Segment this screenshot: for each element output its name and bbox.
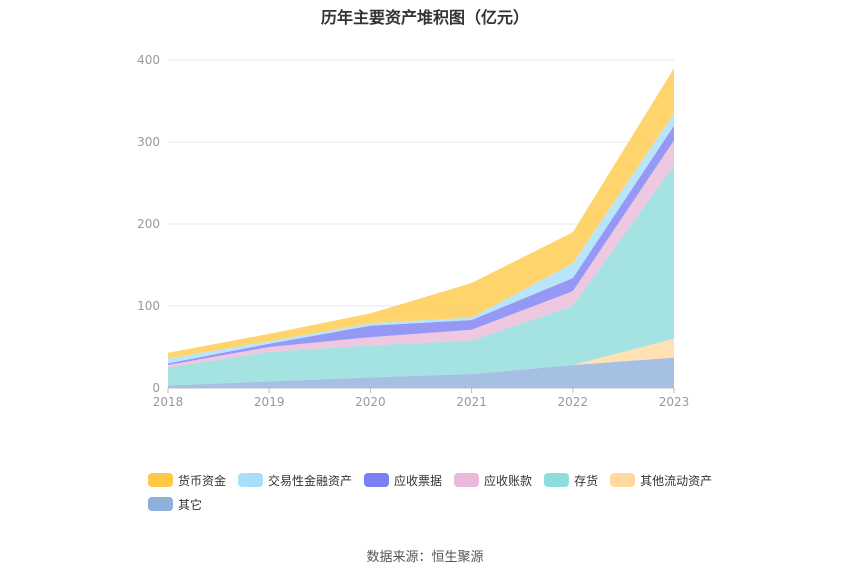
x-tick-label: 2021 (456, 395, 487, 409)
y-tick-label: 300 (137, 135, 160, 149)
legend-label: 其它 (178, 497, 203, 512)
chart-title: 历年主要资产堆积图（亿元） (320, 8, 529, 27)
legend-swatch (148, 497, 173, 511)
area-series (168, 164, 674, 386)
legend-item[interactable]: 货币资金 (148, 472, 226, 488)
legend: 货币资金 交易性金融资产 应收票据 应收账款 存货 其他流动资产其它 (148, 472, 748, 512)
data-source: 数据来源：恒生聚源 (366, 550, 484, 565)
stacked-area-chart: 0 100 200 300 400 2018 2019 2020 2021 2022 2023 (137, 53, 689, 409)
legend-label: 存货 (574, 473, 599, 488)
y-tick-label: 0 (152, 381, 160, 395)
legend-item[interactable]: 存货 (544, 472, 598, 488)
y-tick-label: 400 (137, 53, 160, 67)
x-tick-label: 2020 (355, 395, 386, 409)
x-tick-label: 2022 (558, 395, 589, 409)
legend-label: 交易性金融资产 (268, 473, 353, 488)
area-series (168, 140, 674, 368)
x-tick-label: 2019 (254, 395, 285, 409)
legend-item[interactable]: 其它 (148, 496, 202, 512)
y-tick-label: 100 (137, 299, 160, 313)
area-series (168, 68, 674, 359)
legend-swatch (364, 473, 390, 487)
legend-label: 货币资金 (178, 473, 227, 488)
legend-swatch (238, 473, 264, 487)
legend-swatch (610, 473, 636, 487)
x-tick-label: 2018 (153, 395, 184, 409)
legend-label: 应收票据 (394, 473, 443, 488)
legend-label: 应收账款 (484, 473, 533, 488)
legend-item[interactable]: 其他流动资产 (610, 472, 712, 488)
area-series (168, 357, 674, 388)
legend-swatch (454, 473, 480, 487)
series-areas (168, 68, 674, 388)
x-tick-label: 2023 (659, 395, 690, 409)
legend-swatch (544, 473, 570, 487)
legend-item[interactable]: 应收账款 (454, 472, 532, 488)
legend-swatch (148, 473, 173, 487)
legend-item[interactable]: 应收票据 (364, 472, 442, 488)
y-tick-label: 200 (137, 217, 160, 231)
legend-label: 其他流动资产 (640, 473, 713, 488)
legend-item[interactable]: 交易性金融资产 (238, 472, 352, 488)
axes: 0 100 200 300 400 2018 2019 2020 2021 2022 2023 (137, 53, 689, 409)
